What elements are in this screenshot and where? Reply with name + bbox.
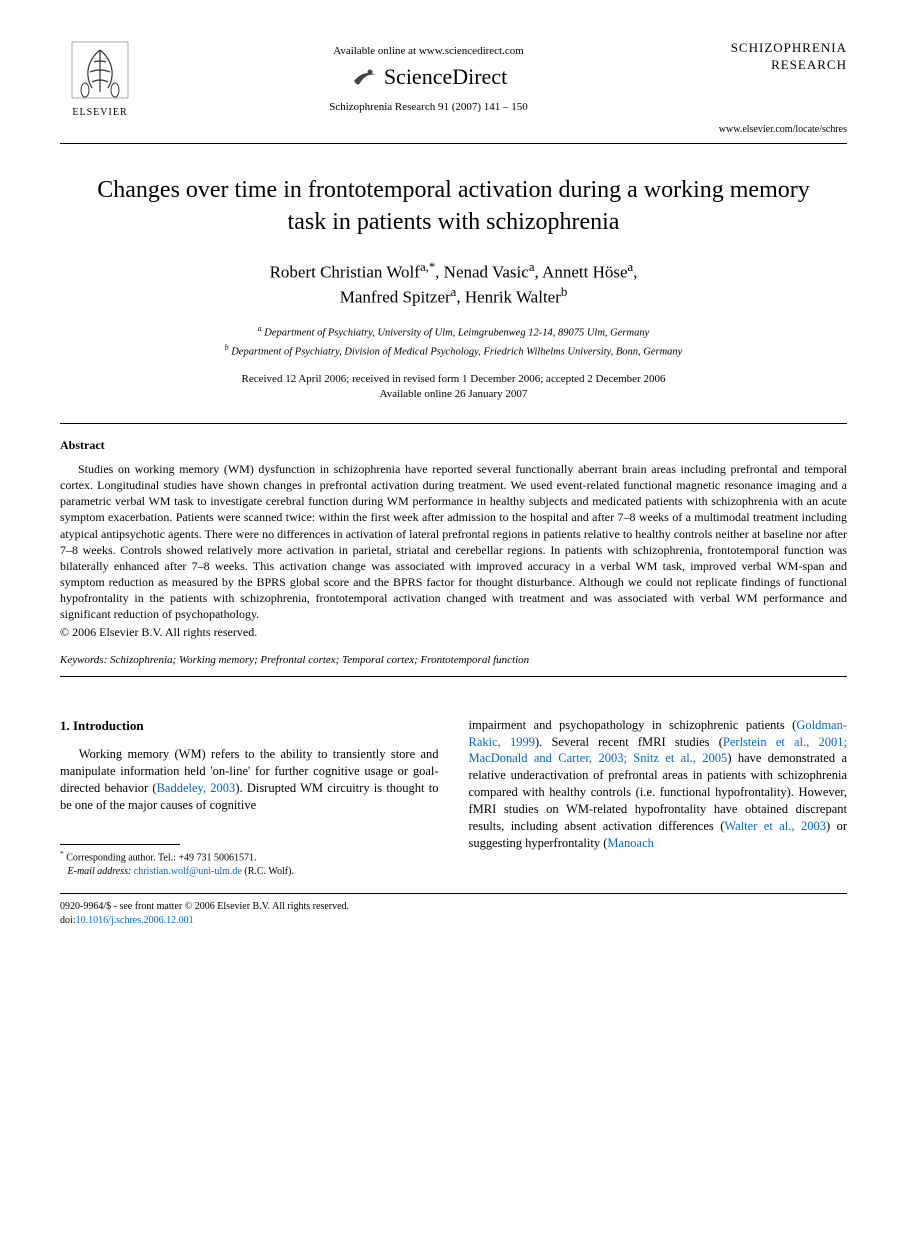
keywords-label: Keywords: <box>60 654 107 666</box>
intro-para-col1: Working memory (WM) refers to the abilit… <box>60 746 439 814</box>
column-left: 1. Introduction Working memory (WM) refe… <box>60 717 439 879</box>
bottom-info: 0920-9964/$ - see front matter © 2006 El… <box>60 900 847 928</box>
available-online-text: Available online at www.sciencedirect.co… <box>140 45 717 57</box>
horizontal-rule-top <box>60 143 847 144</box>
ref-manoach[interactable]: Manoach <box>607 836 654 850</box>
elsevier-tree-icon <box>70 40 130 100</box>
author-1: Robert Christian Wolf <box>270 262 420 281</box>
authors-block: Robert Christian Wolfa,*, Nenad Vasica, … <box>60 259 847 310</box>
elsevier-text: ELSEVIER <box>60 107 140 118</box>
footnote-rule <box>60 844 180 845</box>
journal-url[interactable]: www.elsevier.com/locate/schres <box>717 124 847 135</box>
footnote-block: * Corresponding author. Tel.: +49 731 50… <box>60 849 439 879</box>
horizontal-rule-abstract-bottom <box>60 676 847 677</box>
abstract-heading: Abstract <box>60 438 847 453</box>
email-link[interactable]: christian.wolf@uni-ulm.de <box>134 866 242 877</box>
author-4: Manfred Spitzer <box>340 288 451 307</box>
page-container: ELSEVIER Available online at www.science… <box>0 0 907 958</box>
journal-title-line2: RESEARCH <box>771 57 847 72</box>
center-header: Available online at www.sciencedirect.co… <box>140 40 717 113</box>
body-columns: 1. Introduction Working memory (WM) refe… <box>60 717 847 879</box>
ref-walter[interactable]: Walter et al., 2003 <box>724 819 826 833</box>
journal-title-line1: SCHIZOPHRENIA <box>731 40 847 55</box>
horizontal-rule-bottom <box>60 893 847 894</box>
keywords-line: Keywords: Schizophrenia; Working memory;… <box>60 654 847 666</box>
dates-block: Received 12 April 2006; received in revi… <box>60 372 847 403</box>
citation-text: Schizophrenia Research 91 (2007) 141 – 1… <box>140 101 717 113</box>
abstract-copyright: © 2006 Elsevier B.V. All rights reserved… <box>60 625 847 640</box>
intro-para-col2: impairment and psychopathology in schizo… <box>469 717 848 852</box>
header-row: ELSEVIER Available online at www.science… <box>60 40 847 135</box>
journal-box: SCHIZOPHRENIA RESEARCH www.elsevier.com/… <box>717 40 847 135</box>
column-right: impairment and psychopathology in schizo… <box>469 717 848 879</box>
doi-label: doi: <box>60 915 76 926</box>
elsevier-logo-block: ELSEVIER <box>60 40 140 118</box>
sciencedirect-swoosh-icon <box>350 63 378 91</box>
intro-heading: 1. Introduction <box>60 717 439 735</box>
horizontal-rule-abstract-top <box>60 423 847 424</box>
ref-baddeley[interactable]: Baddeley, 2003 <box>157 781 236 795</box>
keywords-text: Schizophrenia; Working memory; Prefronta… <box>110 654 529 666</box>
issn-copyright: 0920-9964/$ - see front matter © 2006 El… <box>60 901 349 912</box>
affiliation-b: Department of Psychiatry, Division of Me… <box>231 346 682 357</box>
received-dates: Received 12 April 2006; received in revi… <box>242 373 666 385</box>
affiliations: a Department of Psychiatry, University o… <box>60 323 847 360</box>
sciencedirect-name: ScienceDirect <box>384 64 507 90</box>
affiliation-a: Department of Psychiatry, University of … <box>264 328 649 339</box>
sciencedirect-logo: ScienceDirect <box>140 63 717 91</box>
abstract-body: Studies on working memory (WM) dysfuncti… <box>60 461 847 623</box>
email-suffix: (R.C. Wolf). <box>244 866 294 877</box>
email-label: E-mail address: <box>68 866 132 877</box>
article-title: Changes over time in frontotemporal acti… <box>90 174 817 239</box>
corresponding-author: Corresponding author. Tel.: +49 731 5006… <box>66 852 256 863</box>
doi-link[interactable]: 10.1016/j.schres.2006.12.001 <box>76 915 194 926</box>
online-date: Available online 26 January 2007 <box>380 388 528 400</box>
journal-title: SCHIZOPHRENIA RESEARCH <box>717 40 847 74</box>
